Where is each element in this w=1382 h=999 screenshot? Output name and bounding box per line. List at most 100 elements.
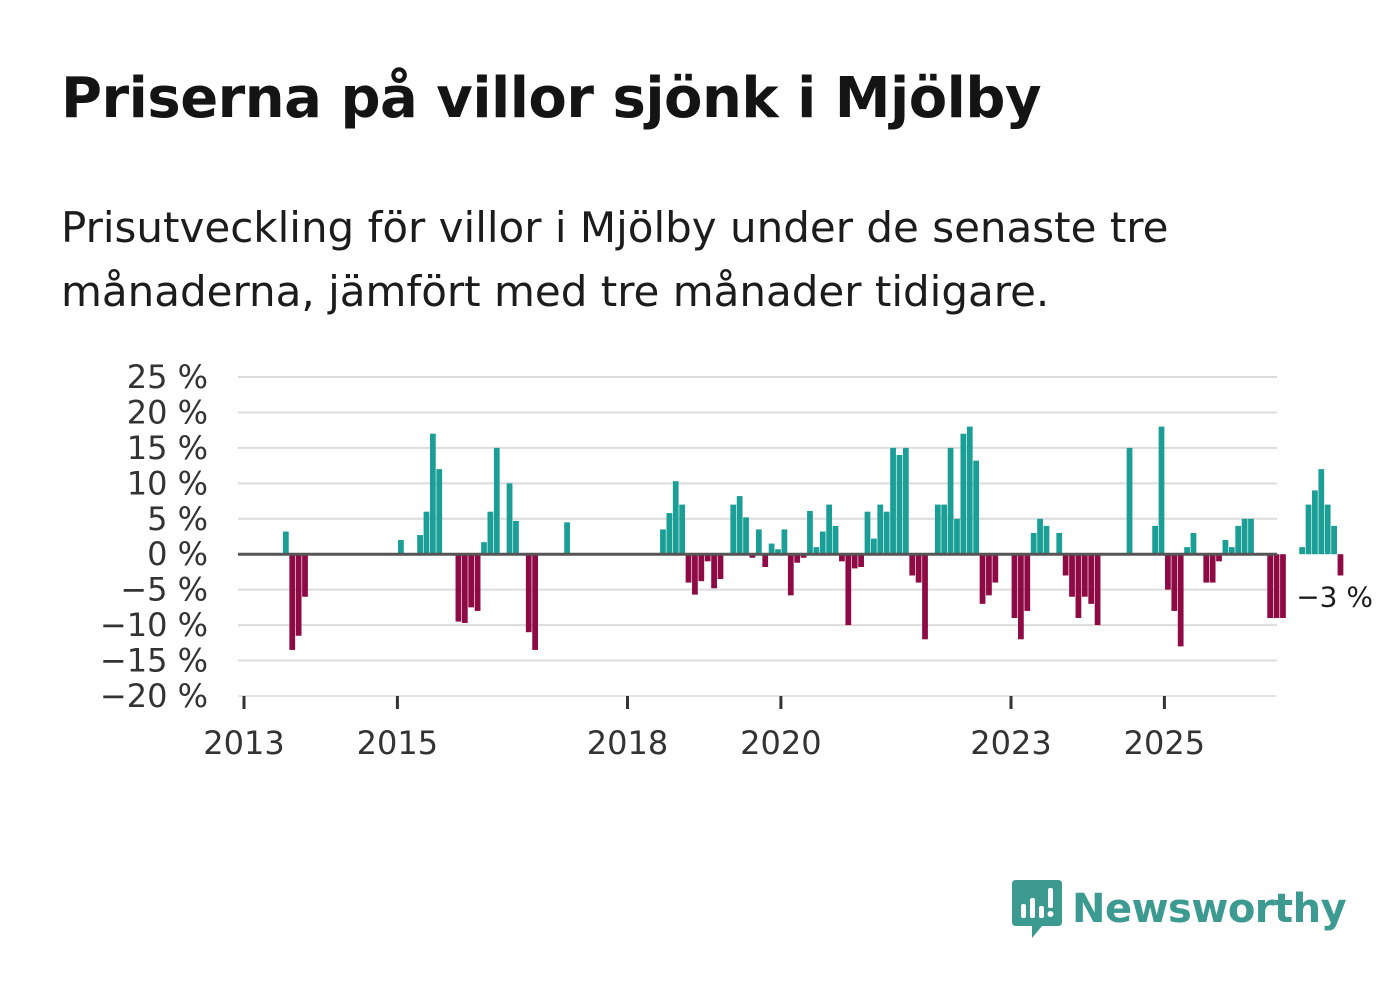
- bar: [1165, 554, 1171, 590]
- bar: [302, 554, 308, 597]
- bar: [781, 529, 788, 555]
- y-tick-label: −5 %: [120, 571, 208, 609]
- bar: [1312, 490, 1318, 555]
- bar: [1318, 469, 1325, 555]
- bar: [807, 510, 813, 555]
- bar: [468, 554, 475, 608]
- chart-subtitle: Prisutveckling för villor i Mjölby under…: [61, 203, 1169, 316]
- bar: [1069, 554, 1075, 597]
- brand-name: Newsworthy: [1072, 886, 1347, 932]
- newsworthy-logo: Newsworthy: [1010, 878, 1347, 940]
- bar: [1043, 525, 1050, 555]
- bar: [1062, 554, 1069, 576]
- bar: [455, 554, 462, 622]
- bar: [1324, 504, 1331, 555]
- bar: [474, 554, 481, 611]
- x-tick-label: 2023: [970, 724, 1051, 762]
- bar: [1056, 532, 1063, 555]
- bar: [922, 554, 928, 640]
- bar: [717, 554, 724, 580]
- bar: [1248, 518, 1254, 555]
- x-axis-labels: 2013 2015 2018 2020 2023 2025: [203, 724, 1205, 762]
- x-tick-label: 2015: [357, 724, 438, 762]
- bar: [704, 554, 711, 562]
- bar: [941, 504, 948, 555]
- bar: [1203, 554, 1210, 583]
- bar: [692, 554, 698, 595]
- bar: [883, 511, 890, 555]
- y-axis-labels: 25 %20 %15 %10 %5 %0 %−5 %−10 %−15 %−20 …: [100, 358, 208, 715]
- bar: [1190, 532, 1197, 555]
- bar: [934, 504, 941, 555]
- y-tick-label: 20 %: [127, 393, 208, 431]
- chart-title: Priserna på villor sjönk i Mjölby: [61, 66, 1041, 131]
- bar: [1158, 426, 1165, 555]
- bar: [851, 554, 858, 569]
- x-tick-label: 2025: [1124, 724, 1205, 762]
- bar: [711, 554, 717, 589]
- bar: [1177, 554, 1184, 647]
- bar: [743, 517, 749, 555]
- bar: [909, 554, 916, 576]
- y-tick-label: −10 %: [100, 606, 208, 644]
- bar: [525, 554, 532, 633]
- bar: [832, 525, 839, 555]
- bar: [1152, 525, 1158, 555]
- bar: [666, 513, 673, 555]
- bar: [896, 454, 903, 555]
- bar: [1331, 525, 1337, 555]
- newsworthy-icon: [1012, 880, 1062, 938]
- bar: [730, 504, 737, 555]
- bar: [461, 554, 468, 623]
- y-tick-label: 0 %: [147, 535, 208, 573]
- bar: [564, 522, 570, 555]
- bar: [845, 554, 852, 626]
- bar: [660, 529, 666, 555]
- bar: [890, 447, 896, 555]
- bar: [698, 554, 705, 582]
- bar: [1094, 554, 1101, 626]
- bar: [423, 511, 430, 555]
- bar: [966, 426, 973, 555]
- last-value-annotation: −3 %: [1296, 580, 1373, 613]
- x-tick-label: 2020: [740, 724, 821, 762]
- bars: [282, 426, 1344, 650]
- bar: [679, 504, 686, 555]
- y-tick-label: 15 %: [127, 429, 208, 467]
- bar: [787, 554, 794, 596]
- bar-chart: 25 %20 %15 %10 %5 %0 %−5 %−10 %−15 %−20 …: [100, 358, 1373, 762]
- bar: [1037, 518, 1043, 555]
- bar: [871, 538, 877, 555]
- bar: [481, 542, 487, 555]
- x-axis: [238, 552, 1277, 709]
- bar: [960, 433, 967, 555]
- bar: [417, 535, 423, 555]
- bar: [1337, 554, 1344, 576]
- bar: [1209, 554, 1216, 583]
- bar: [768, 543, 775, 555]
- bar: [794, 554, 801, 563]
- bar: [1235, 525, 1242, 555]
- bar: [1222, 540, 1229, 555]
- bar: [864, 511, 871, 555]
- bar: [858, 554, 864, 567]
- bar: [1126, 447, 1133, 555]
- bar: [813, 547, 820, 555]
- bar: [1184, 547, 1190, 555]
- bar: [1075, 554, 1082, 619]
- bar: [429, 433, 436, 555]
- bar: [487, 511, 494, 555]
- bar: [839, 554, 845, 562]
- bar: [749, 554, 756, 558]
- bar: [1299, 547, 1306, 555]
- bar: [755, 529, 762, 555]
- bar: [672, 481, 679, 555]
- bar: [1171, 554, 1178, 611]
- bar: [282, 531, 289, 555]
- bar: [819, 531, 826, 555]
- y-tick-label: 25 %: [127, 358, 208, 396]
- bar: [1241, 518, 1248, 555]
- bar: [1280, 554, 1286, 619]
- bar: [1305, 504, 1312, 555]
- bar: [436, 469, 443, 555]
